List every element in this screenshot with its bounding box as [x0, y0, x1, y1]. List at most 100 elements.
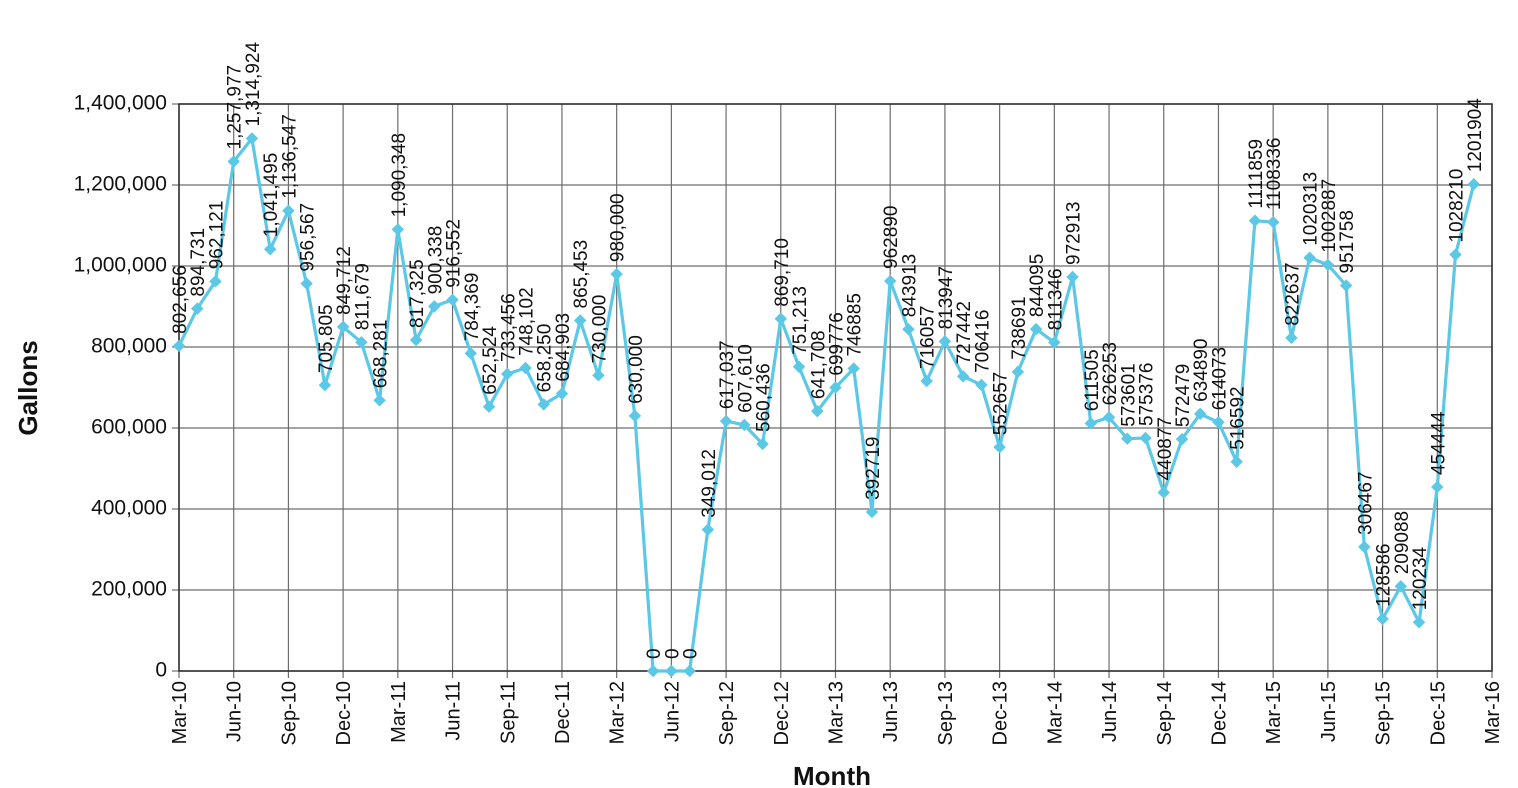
data-label: 575376 [1137, 363, 1158, 426]
data-label: 0 [681, 648, 702, 659]
data-label: 844095 [1027, 254, 1048, 317]
data-label: 730,000 [589, 295, 610, 364]
x-tick-label: Dec-14 [1208, 681, 1230, 745]
data-label: 634890 [1191, 338, 1212, 401]
data-point-marker [318, 378, 332, 392]
data-label: 626253 [1100, 342, 1121, 405]
data-point-marker [1048, 336, 1061, 349]
x-tick-label: Mar-14 [1044, 681, 1066, 744]
data-point-marker [464, 347, 477, 360]
data-point-marker [1029, 322, 1043, 336]
data-point-marker [1230, 455, 1243, 468]
data-point-marker [537, 398, 550, 411]
data-point-marker [373, 394, 386, 407]
data-label: 1020313 [1301, 172, 1322, 246]
data-label: 120234 [1410, 546, 1431, 610]
data-point-marker [573, 314, 587, 327]
data-label: 1002887 [1319, 179, 1340, 253]
x-tick-label: Dec-15 [1427, 681, 1449, 745]
data-label: 1,090,348 [389, 133, 410, 218]
data-label: 894,731 [188, 228, 209, 297]
data-label: 440877 [1155, 417, 1176, 480]
plot-area [178, 103, 1493, 672]
data-point-marker [1121, 432, 1134, 445]
x-tick-label: Jun-11 [443, 681, 465, 741]
x-tick-label: Jun-15 [1318, 681, 1340, 742]
series-line [177, 136, 1476, 673]
y-tick-label: 1,000,000 [74, 254, 167, 277]
data-label: 560,436 [754, 363, 775, 432]
data-label: 658,250 [535, 324, 556, 393]
data-point-marker [956, 370, 970, 383]
data-label: 607,610 [735, 344, 756, 413]
data-point-marker [920, 374, 933, 388]
data-point-marker [1175, 432, 1189, 446]
x-tick-label: Dec-13 [990, 681, 1012, 745]
data-label: 843913 [899, 254, 920, 317]
y-tick-label: 1,400,000 [74, 92, 167, 115]
data-point-marker [774, 312, 787, 325]
data-label: 972913 [1064, 202, 1085, 265]
data-label: 1,257,977 [225, 65, 246, 150]
data-label: 705,805 [316, 304, 337, 373]
data-point-marker [245, 132, 259, 145]
data-label: 392719 [863, 436, 884, 499]
data-label: 306467 [1355, 471, 1376, 534]
data-label: 617,037 [717, 340, 738, 409]
data-label: 614073 [1210, 347, 1231, 410]
data-label: 817,325 [407, 259, 428, 328]
data-point-marker [1449, 248, 1462, 261]
data-label: 738691 [1009, 296, 1030, 359]
data-label: 349,012 [699, 449, 720, 518]
data-label: 1,314,924 [243, 42, 264, 127]
data-label: 209088 [1392, 511, 1413, 574]
data-label: 516592 [1228, 386, 1249, 449]
data-point-marker [1157, 486, 1170, 499]
data-label: 962,121 [207, 201, 228, 270]
data-point-marker [683, 664, 696, 678]
data-point-marker [665, 664, 678, 678]
data-point-marker [355, 336, 368, 349]
data-point-marker [993, 440, 1006, 454]
data-label: 849,712 [334, 246, 355, 315]
data-label: 1028210 [1447, 169, 1468, 243]
data-point-marker [282, 204, 295, 217]
data-label: 784,369 [462, 273, 483, 342]
data-point-marker [847, 362, 860, 375]
data-label: 802,656 [170, 265, 191, 334]
data-point-marker [336, 320, 350, 334]
data-point-marker [1011, 365, 1025, 379]
data-label: 0 [662, 648, 683, 659]
data-label: 1,041,495 [261, 153, 282, 238]
x-tick-label: Sep-13 [935, 681, 957, 746]
data-label: 706416 [972, 309, 993, 372]
data-point-marker [865, 505, 879, 519]
data-point-marker [1285, 331, 1298, 345]
y-axis-ticks: 0 200,000 400,000 600,000 800,000 1,000,000 1,… [74, 92, 167, 682]
data-label: 572479 [1173, 364, 1194, 427]
data-label: 822637 [1282, 262, 1303, 325]
data-point-marker [701, 523, 715, 536]
data-label: 962890 [881, 206, 902, 269]
x-tick-label: Sep-14 [1154, 681, 1176, 746]
x-tick-label: Jun-12 [661, 681, 683, 742]
data-point-marker [1376, 612, 1389, 626]
data-point-marker [1321, 258, 1335, 272]
data-point-marker [610, 267, 623, 281]
data-point-marker [209, 275, 222, 288]
data-label: 684,903 [553, 313, 574, 382]
data-label: 1201904 [1465, 98, 1486, 172]
data-label: 956,567 [298, 203, 319, 272]
x-tick-label: Mar-15 [1263, 681, 1285, 744]
data-point-marker [1139, 431, 1152, 445]
grid [172, 103, 1493, 678]
data-label: 641,708 [808, 330, 829, 399]
x-tick-label: Dec-11 [552, 681, 574, 744]
data-label: 865,453 [571, 240, 592, 309]
x-tick-label: Mar-12 [607, 681, 629, 744]
x-tick-label: Mar-11 [388, 681, 410, 743]
data-point-marker [446, 293, 459, 307]
data-point-marker [555, 387, 569, 400]
data-point-marker [1412, 616, 1426, 629]
